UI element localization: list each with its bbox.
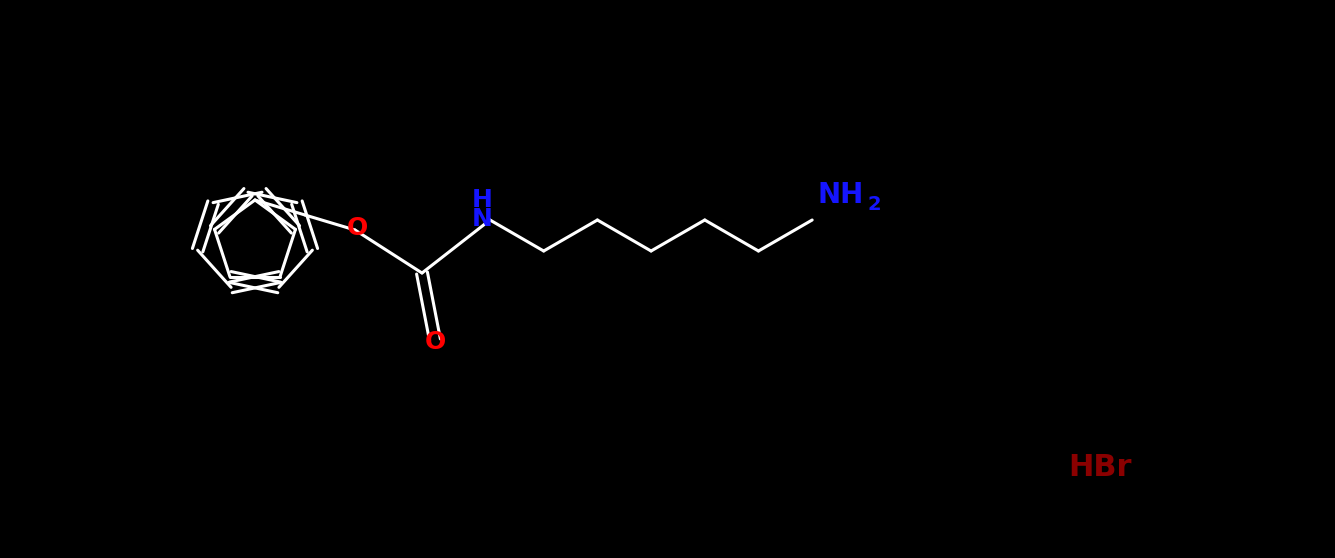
Text: O: O xyxy=(346,216,367,240)
Text: O: O xyxy=(425,330,446,354)
Text: N: N xyxy=(471,207,493,231)
Text: NH: NH xyxy=(817,181,864,209)
Text: 2: 2 xyxy=(868,195,881,214)
Text: H: H xyxy=(471,188,493,212)
Text: HBr: HBr xyxy=(1068,454,1132,483)
